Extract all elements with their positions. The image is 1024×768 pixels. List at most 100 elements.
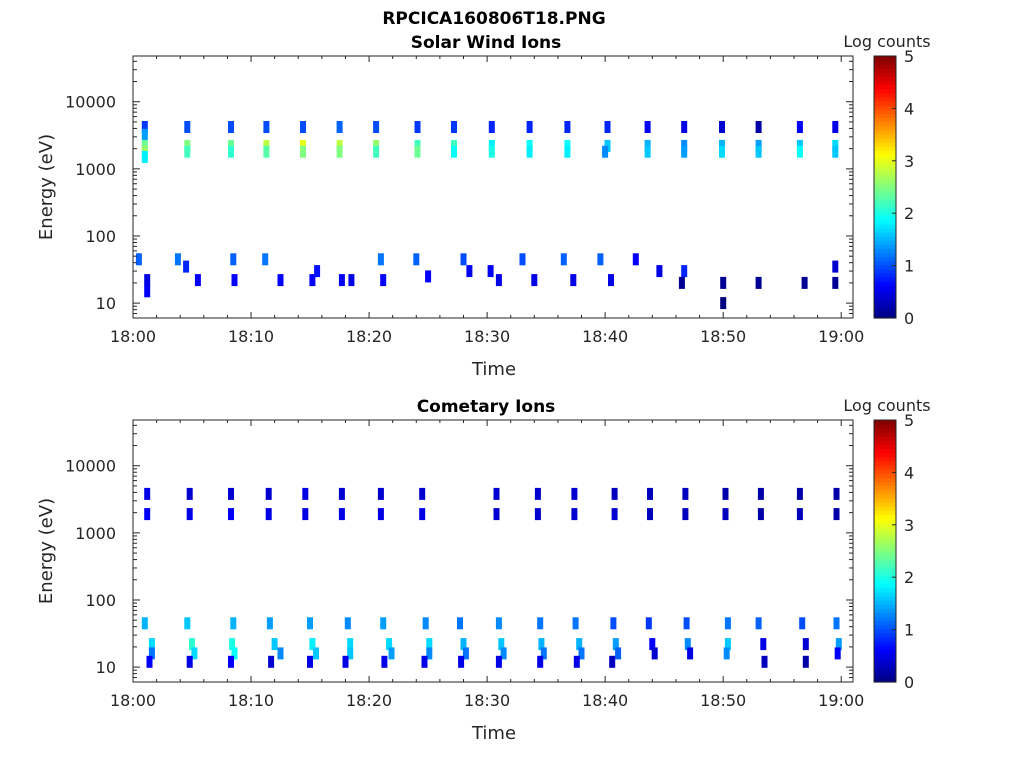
colorbar-segment [874,485,896,491]
heatmap-cell [796,487,803,500]
heatmap-cell [526,145,533,158]
heatmap-cell [186,655,193,668]
colorbar-segment [874,649,896,654]
heatmap-cell [228,487,234,500]
colorbar-segment [874,72,896,78]
heatmap-cell [307,655,313,668]
heatmap-cell [347,647,354,660]
colorbar-segment [874,56,896,61]
heatmap-cell [611,508,618,521]
heatmap-cell [540,647,547,660]
heatmap-cell [495,617,502,630]
heatmap-cell [573,655,580,668]
colorbar-segment [874,497,896,503]
colorbar-segment [874,489,896,495]
colorbar-segment [874,133,896,139]
colorbar-tick-label: 1 [904,257,914,276]
heatmap-cell [348,274,355,287]
colorbar-segment [874,297,896,303]
colorbar-segment [874,154,896,159]
colorbar-segment [874,567,896,573]
heatmap-cell [231,274,238,287]
colorbar-tick-label: 1 [904,621,914,640]
heatmap-cell [338,487,345,500]
colorbar-frame [873,55,897,319]
colorbar-segment [874,264,896,270]
colorbar-segment [874,96,896,102]
colorbar-segment [874,113,896,118]
colorbar-segment [874,88,896,94]
colorbar-segment [874,448,896,454]
x-tick-label: 18:00 [110,327,156,346]
heatmap-cell [656,265,663,278]
colorbar-segment [874,624,896,630]
heatmap-cell [451,145,457,158]
heatmap-cell [570,274,577,287]
colorbar-segment [874,469,896,474]
colorbar-segment [874,199,896,204]
heatmap-cell [338,508,345,521]
heatmap-cell [537,655,544,668]
heatmap-cell [610,617,617,630]
heatmap-cell [300,121,306,133]
colorbar-segment [874,117,896,123]
heatmap-cell [755,617,762,630]
colorbar-segment [874,244,896,249]
heatmap-cell [141,121,148,133]
heatmap-cell [313,647,319,660]
heatmap-cell [381,655,388,668]
heatmap-cell [537,617,544,630]
x-tick-label: 19:00 [818,691,864,710]
colorbar-segment [874,632,896,638]
heatmap-cell [487,265,494,278]
colorbar-segment [874,436,896,442]
heatmap-cell [458,655,465,668]
heatmap-cell [141,617,148,630]
heatmap-cell [228,121,234,133]
colorbar-segment [874,281,896,286]
x-tick-label: 18:10 [228,327,274,346]
heatmap-cell [380,274,387,287]
heatmap-cell [832,145,839,158]
heatmap-cell [755,121,762,133]
heatmap-cell [422,617,429,630]
colorbar-segment [874,587,896,593]
panel-solar-wind: Solar Wind Ions 18:00 18:10 18:20 18:30 18:40… [36,32,931,380]
heatmap-cell [146,655,153,668]
colorbar-segment [874,227,896,233]
colorbar-segment [874,559,896,564]
colorbar-segment [874,272,896,278]
heatmap-cell [720,297,727,310]
heatmap-cell [602,145,609,158]
heatmap-cell [386,638,393,651]
x-tick-label: 18:50 [700,691,746,710]
heatmap-cell [342,655,349,668]
colorbar-segment [874,289,896,295]
heatmap-cell [300,145,306,158]
heatmap-cell [681,145,688,158]
colorbar-segment [874,150,896,155]
heatmap-cell [377,487,384,500]
colorbar-label: Log counts [843,396,930,415]
heatmap-cell [148,638,155,651]
y-tick-label: 100 [85,591,116,610]
heatmap-cell [230,617,237,630]
heatmap-cell [414,121,421,133]
heatmap-cell [263,145,270,158]
colorbar-segment [874,219,896,225]
heatmap-cell [419,487,426,500]
heatmap-cell [531,274,538,287]
heatmap-cell [231,647,238,660]
colorbar-segment [874,473,896,478]
heatmap-cell [571,487,578,500]
colorbar-segment [874,162,896,168]
colorbar-segment [874,309,896,315]
heatmap-cell [144,487,151,500]
heatmap-cell [722,508,729,521]
heatmap-cell [302,508,309,521]
colorbar-segment [874,669,896,675]
heatmap-cell [651,647,658,660]
heatmap-cell [309,274,316,287]
colorbar-segment [874,313,896,319]
